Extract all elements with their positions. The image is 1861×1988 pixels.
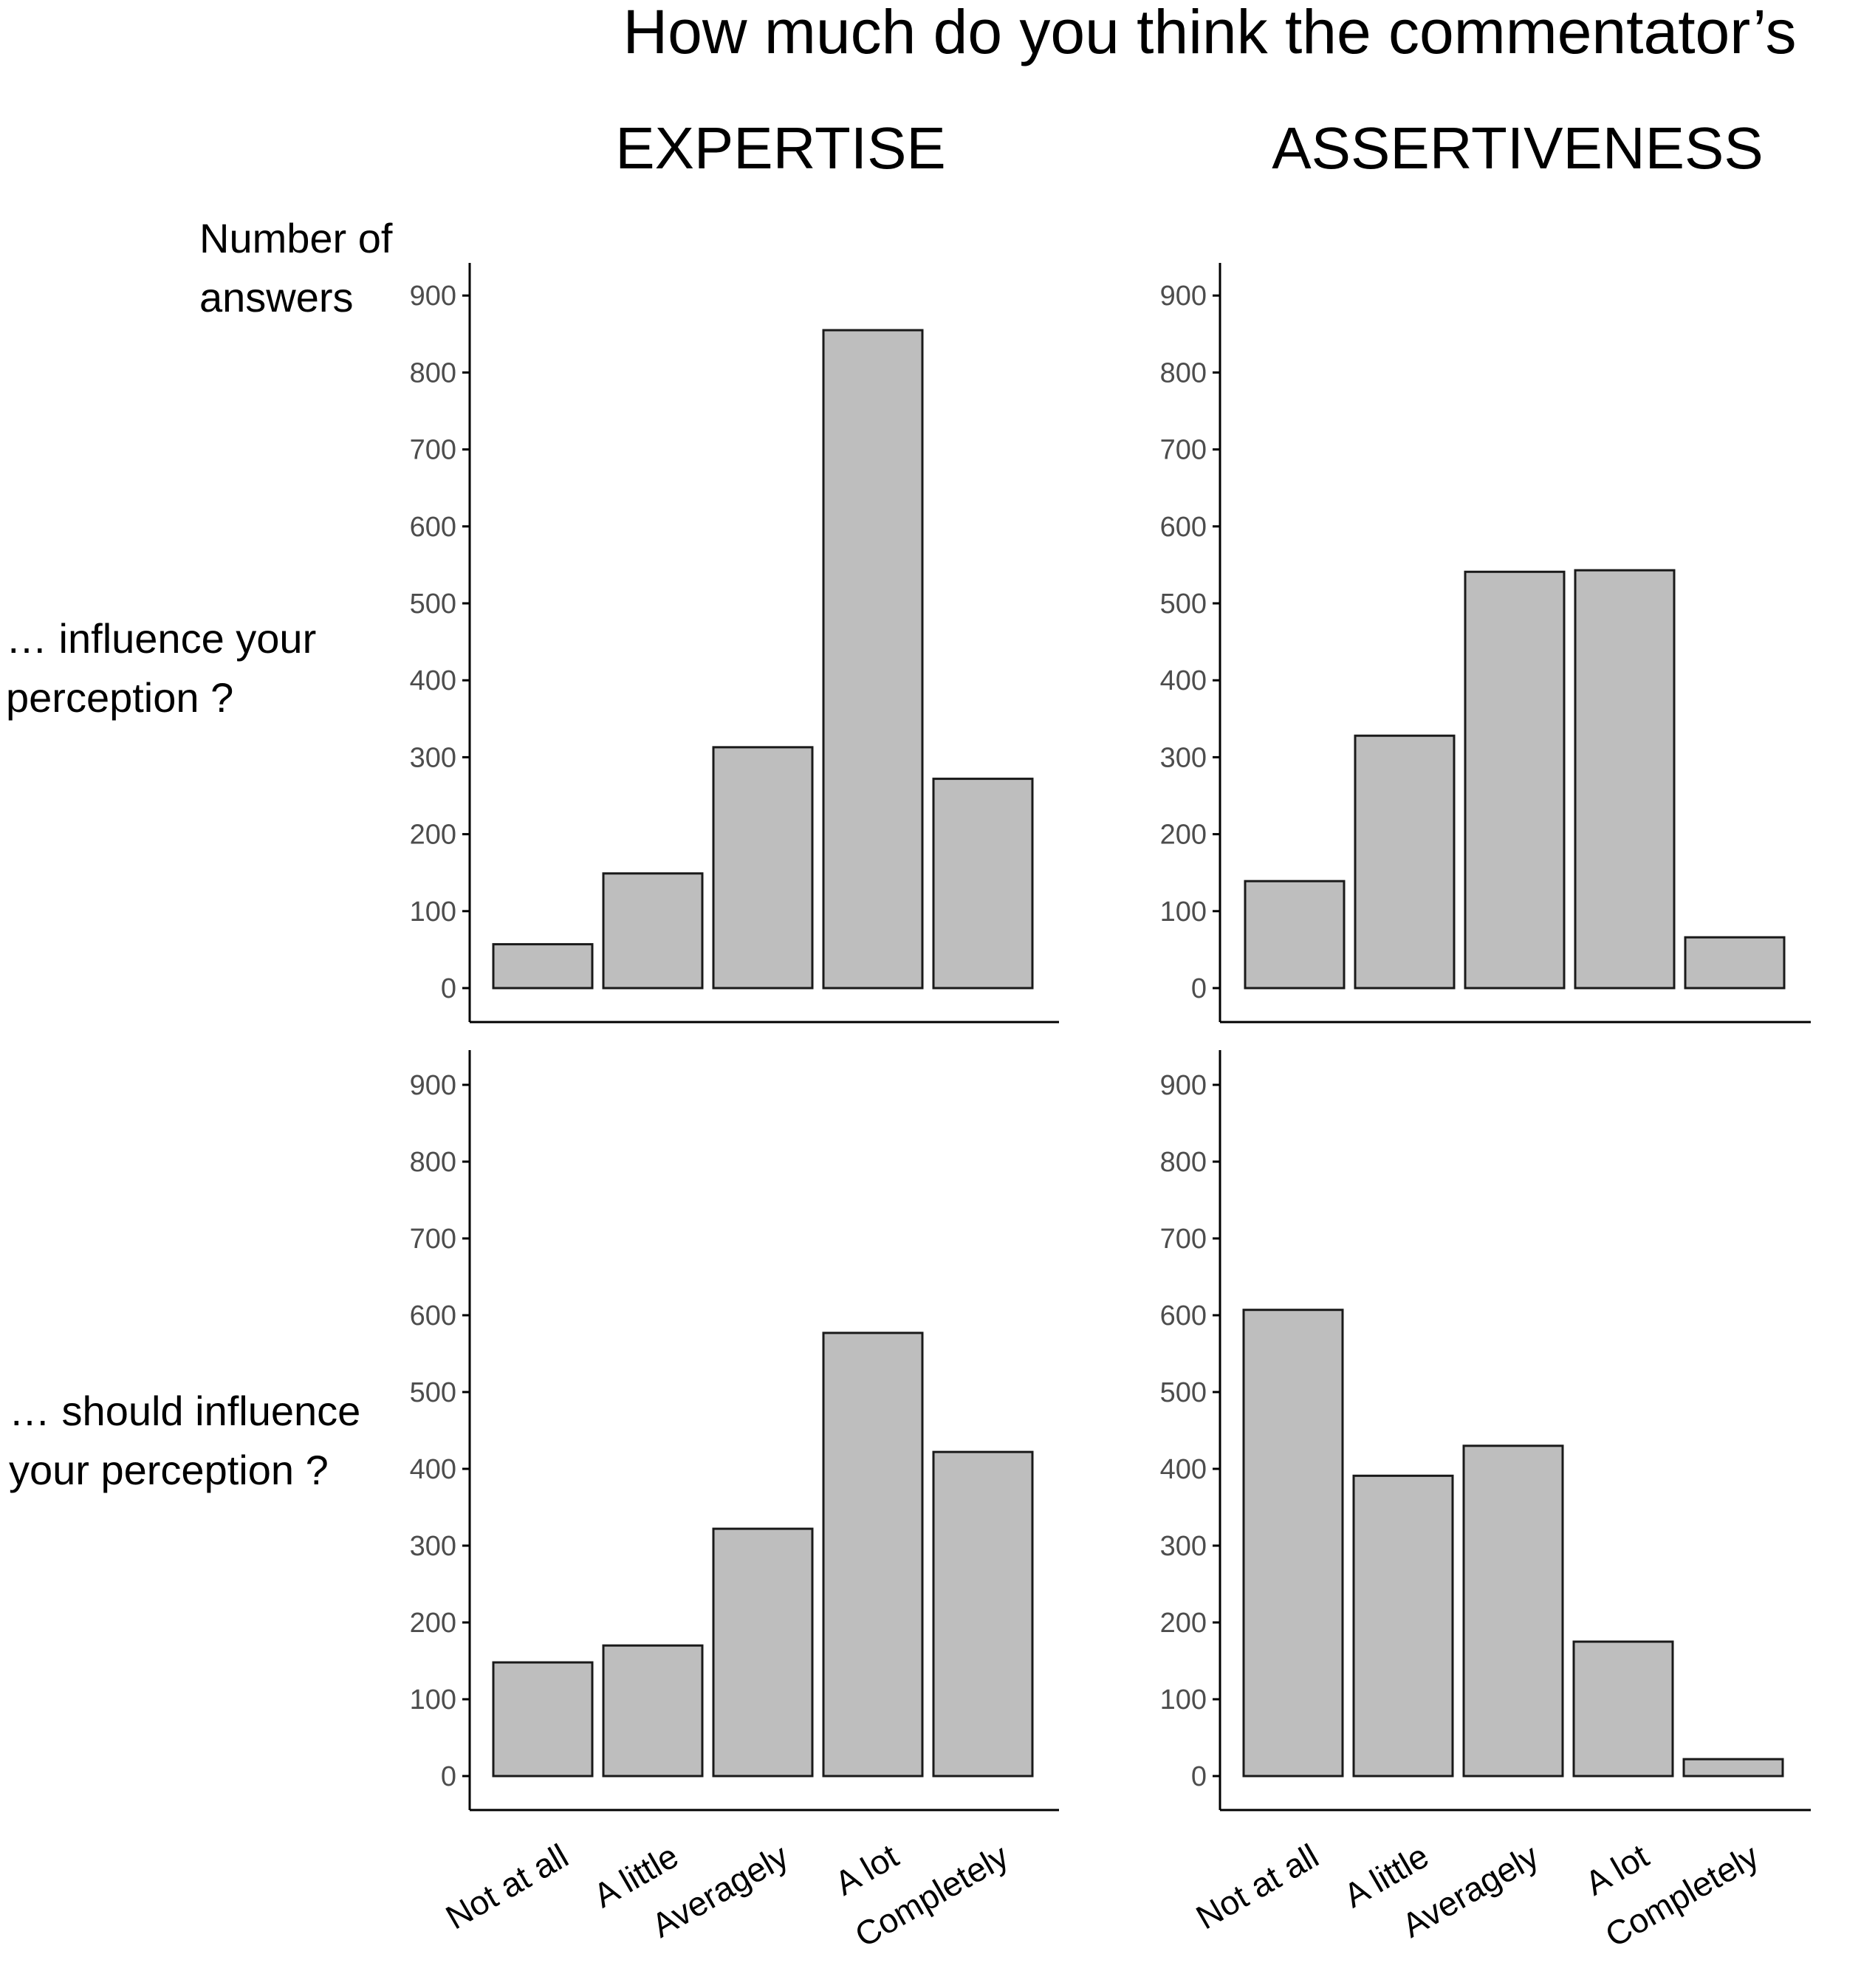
y-tick-label: 700 — [1160, 1224, 1207, 1255]
y-tick-label: 200 — [1160, 820, 1207, 851]
y-tick-label: 900 — [1160, 1070, 1207, 1101]
bar-a-lot — [1574, 569, 1676, 990]
bar-averagely — [712, 746, 814, 990]
bar-averagely — [1462, 1444, 1564, 1778]
bar-completely — [932, 778, 1034, 990]
chart-panel-bottom-left: 0 100 200 300 400 500 600 700 800 900 Not at all A … — [410, 1050, 1059, 1955]
y-tick-label: 800 — [1160, 1147, 1207, 1178]
bar-a-little — [602, 1644, 704, 1778]
y-tick-label: 900 — [1160, 281, 1207, 312]
bar-a-lot — [1572, 1640, 1674, 1778]
bar-a-little — [602, 872, 704, 990]
y-tick-label: 700 — [410, 1224, 456, 1255]
y-tick-label: 800 — [410, 1147, 456, 1178]
y-tick-label: 100 — [410, 897, 456, 928]
y-tick-label: 100 — [1160, 1684, 1207, 1715]
y-tick-label: 300 — [410, 1531, 456, 1562]
x-category-label: Not at all — [439, 1837, 575, 1937]
y-tick-label: 0 — [1191, 973, 1207, 1004]
column-title-expertise: EXPERTISE — [615, 115, 946, 181]
y-tick-label: 800 — [410, 357, 456, 388]
y-tick-label: 100 — [410, 1684, 456, 1715]
figure-title: How much do you think the commentator’s — [623, 0, 1797, 66]
row-label-should-influence-line2: your perception ? — [9, 1447, 329, 1493]
y-tick-label: 400 — [410, 1454, 456, 1485]
y-tick-label: 400 — [410, 665, 456, 696]
bar-not-at-all — [1242, 1309, 1344, 1778]
y-tick-label: 300 — [1160, 1531, 1207, 1562]
bar-completely — [1682, 1758, 1784, 1778]
y-tick-label: 900 — [410, 1070, 456, 1101]
chart-panel-bottom-right: 0 100 200 300 400 500 600 700 800 900 Not at all A … — [1160, 1050, 1811, 1955]
y-tick-label: 600 — [1160, 512, 1207, 543]
row-label-influence-line1: … influence your — [6, 615, 316, 662]
y-tick-label: 300 — [1160, 742, 1207, 773]
bar-a-little — [1352, 1474, 1454, 1778]
y-tick-label: 500 — [410, 589, 456, 620]
chart-panel-top-left: 0 100 200 300 400 500 600 700 800 900 — [410, 263, 1059, 1024]
bar-a-lot — [822, 329, 924, 990]
y-axis-label-line2: answers — [199, 274, 354, 321]
row-label-influence-line2: perception ? — [6, 674, 233, 721]
x-category-label: A lot — [828, 1837, 905, 1903]
y-tick-label: 500 — [1160, 589, 1207, 620]
panels-group: 0 100 200 300 400 500 600 700 800 900 0 100 200 300 40… — [410, 263, 1811, 1955]
column-title-assertiveness: ASSERTIVENESS — [1272, 115, 1763, 181]
bar-completely — [1684, 936, 1786, 990]
y-tick-label: 800 — [1160, 357, 1207, 388]
chart-panel-top-right: 0 100 200 300 400 500 600 700 800 900 — [1160, 263, 1811, 1024]
bar-completely — [932, 1450, 1034, 1778]
y-tick-label: 0 — [441, 973, 456, 1004]
y-tick-label: 0 — [441, 1761, 456, 1792]
bar-a-little — [1354, 734, 1456, 990]
bar-not-at-all — [492, 943, 594, 990]
bar-not-at-all — [492, 1661, 594, 1778]
bar-not-at-all — [1244, 880, 1346, 990]
y-tick-label: 300 — [410, 742, 456, 773]
y-tick-label: 400 — [1160, 1454, 1207, 1485]
y-tick-label: 0 — [1191, 1761, 1207, 1792]
bar-a-lot — [822, 1331, 924, 1778]
y-tick-label: 200 — [410, 820, 456, 851]
y-tick-label: 600 — [1160, 1300, 1207, 1331]
y-tick-label: 200 — [410, 1608, 456, 1639]
y-tick-label: 500 — [1160, 1377, 1207, 1408]
y-tick-label: 900 — [410, 281, 456, 312]
y-tick-label: 700 — [410, 435, 456, 466]
x-category-label: A lot — [1578, 1837, 1655, 1903]
y-tick-label: 100 — [1160, 897, 1207, 928]
y-tick-label: 200 — [1160, 1608, 1207, 1639]
y-axis-label-line1: Number of — [199, 215, 393, 261]
y-tick-label: 700 — [1160, 435, 1207, 466]
bar-averagely — [712, 1527, 814, 1778]
bar-averagely — [1464, 570, 1566, 990]
y-tick-label: 500 — [410, 1377, 456, 1408]
y-tick-label: 600 — [410, 512, 456, 543]
y-tick-label: 600 — [410, 1300, 456, 1331]
row-label-should-influence-line1: … should influence — [9, 1388, 360, 1434]
x-category-label: Not at all — [1190, 1837, 1325, 1937]
y-tick-label: 400 — [1160, 665, 1207, 696]
